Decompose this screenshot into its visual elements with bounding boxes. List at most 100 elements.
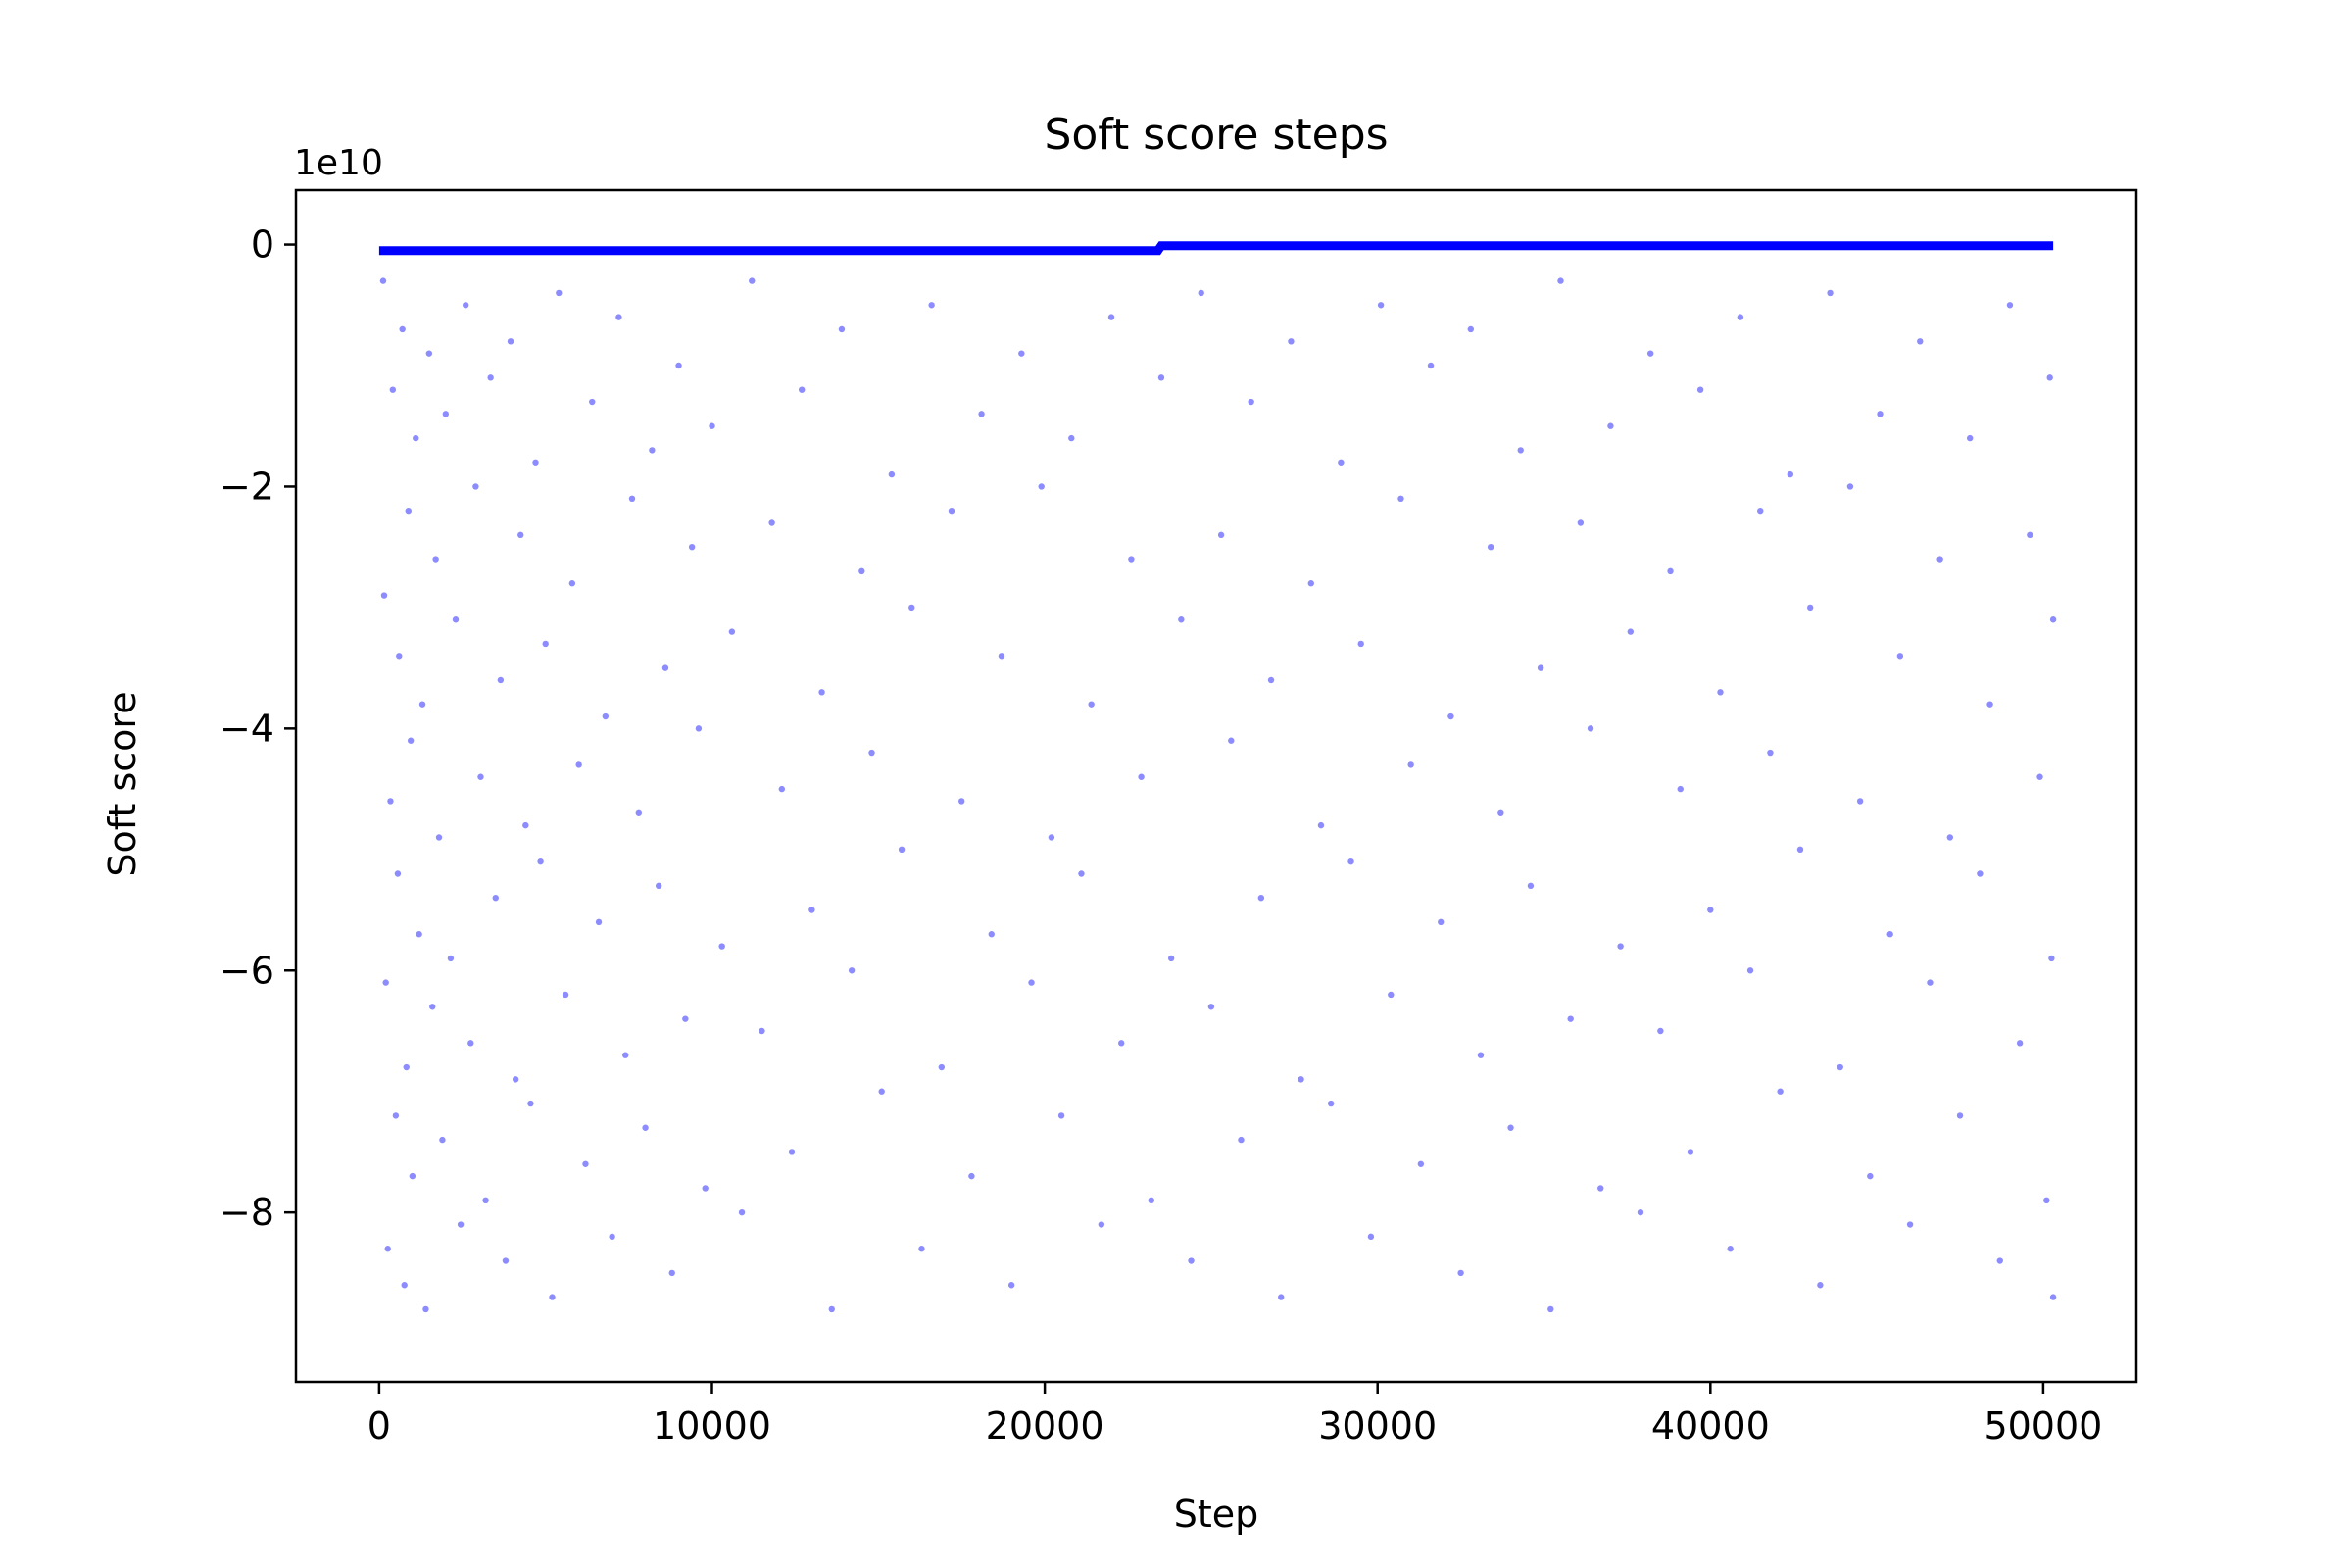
data-point (1427, 362, 1435, 369)
data-point (1886, 931, 1893, 938)
data-point (622, 1052, 629, 1058)
data-point (439, 1136, 446, 1144)
data-point (838, 325, 846, 333)
data-point (462, 302, 469, 309)
data-point (1018, 350, 1025, 357)
data-point (1327, 1100, 1335, 1107)
data-point (738, 1208, 746, 1216)
data-point (1746, 967, 1754, 974)
data-point (556, 289, 563, 297)
data-point (788, 1149, 796, 1155)
data-point (2048, 955, 2055, 962)
data-point (467, 1040, 474, 1047)
data-point (1188, 1257, 1195, 1264)
data-point (1397, 495, 1404, 503)
data-point (1927, 979, 1934, 986)
data-point (848, 967, 856, 974)
data-point (416, 931, 422, 938)
data-point (978, 411, 985, 417)
data-point (1238, 1136, 1245, 1144)
data-point (1867, 1172, 1874, 1180)
data-point (778, 785, 786, 793)
data-point (888, 470, 896, 478)
data-point (497, 676, 505, 684)
data-point (1257, 894, 1265, 902)
y-axis-label: Soft score (101, 691, 144, 876)
data-point (642, 1124, 649, 1131)
data-point (582, 1160, 589, 1167)
data-point (418, 701, 426, 708)
x-axis: 0 10000 20000 30000 40000 50000 (368, 1382, 2102, 1447)
data-point (1388, 991, 1395, 999)
data-point (1906, 1221, 1914, 1228)
data-point (1817, 1282, 1824, 1289)
data-point (1646, 350, 1654, 357)
data-point (409, 1172, 416, 1180)
data-point (768, 519, 775, 526)
data-point (695, 725, 703, 732)
data-point (394, 870, 402, 877)
data-point (1338, 459, 1345, 466)
data-point (1248, 398, 1254, 406)
data-point (1856, 798, 1864, 805)
y-tick-label: −2 (220, 465, 274, 508)
y-tick-label: 0 (251, 223, 274, 267)
y-axis: 0 −2 −4 −6 −8 (220, 223, 296, 1234)
data-point (1228, 737, 1235, 744)
data-point (1796, 846, 1804, 854)
data-point (1417, 1160, 1425, 1167)
data-point (1217, 531, 1225, 539)
data-point (1128, 556, 1135, 563)
data-point (512, 1076, 519, 1083)
x-tick-label: 30000 (1318, 1404, 1437, 1447)
data-point (868, 749, 875, 757)
data-point (1517, 447, 1524, 454)
data-point (1527, 882, 1535, 890)
data-point (1438, 918, 1445, 926)
data-point (1607, 422, 1614, 429)
data-point (688, 543, 696, 551)
data-point (1717, 689, 1724, 696)
data-point (1787, 470, 1794, 478)
data-point (1727, 1246, 1734, 1252)
data-point (1936, 556, 1943, 563)
y-tick-label: −6 (220, 949, 274, 992)
data-point (382, 979, 389, 986)
data-point (2046, 374, 2053, 381)
data-point (1138, 773, 1145, 780)
data-point (798, 386, 806, 393)
data-point (1348, 858, 1354, 865)
data-point (728, 628, 736, 635)
data-point (948, 507, 956, 514)
data-point (1377, 302, 1385, 309)
data-point (1178, 616, 1185, 623)
data-point (1946, 834, 1954, 841)
data-point (662, 664, 669, 671)
data-point (1917, 338, 1924, 345)
data-point (968, 1172, 975, 1180)
data-point (1068, 434, 1075, 442)
data-point (1696, 386, 1704, 393)
data-point (702, 1185, 709, 1192)
data-point (575, 761, 582, 768)
data-point (399, 325, 406, 333)
data-point (1407, 761, 1414, 768)
data-point (635, 809, 642, 816)
data-point (1687, 1149, 1694, 1155)
data-point (1637, 1208, 1644, 1216)
data-point (527, 1100, 534, 1107)
data-point (1806, 604, 1814, 612)
data-point (2049, 1294, 2057, 1300)
data-point (442, 411, 450, 417)
data-point (2043, 1197, 2050, 1204)
data-point (998, 653, 1005, 660)
data-point (858, 567, 865, 575)
data-point (392, 1112, 400, 1119)
y-offset-label: 1e10 (294, 143, 383, 183)
data-point (452, 616, 460, 623)
data-point (537, 858, 544, 865)
data-point (1996, 1257, 2003, 1264)
x-tick-label: 10000 (653, 1404, 771, 1447)
data-point (1307, 580, 1314, 587)
data-point (1107, 314, 1115, 320)
